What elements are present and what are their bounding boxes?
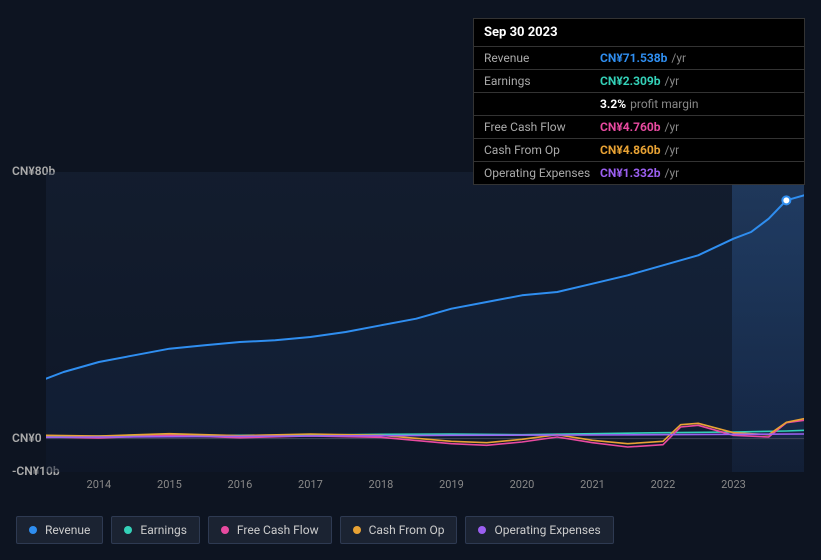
tooltip-row-label: Revenue xyxy=(484,51,600,65)
legend-label: Earnings xyxy=(140,523,187,537)
legend-dot-icon xyxy=(124,526,132,534)
plot-region[interactable] xyxy=(46,172,804,472)
legend-item[interactable]: Revenue xyxy=(16,516,103,544)
x-axis-tick: 2014 xyxy=(87,478,112,491)
tooltip-row-value: CN¥1.332b xyxy=(600,166,661,180)
tooltip-row-value: CN¥4.860b xyxy=(600,143,661,157)
x-axis-tick: 2016 xyxy=(228,478,253,491)
x-axis-tick: 2021 xyxy=(580,478,605,491)
tooltip-row: EarningsCN¥2.309b/yr xyxy=(474,70,804,93)
x-axis-tick: 2019 xyxy=(439,478,464,491)
legend: Revenue Earnings Free Cash Flow Cash From O… xyxy=(16,516,614,544)
tooltip-row-unit: /yr xyxy=(671,51,686,65)
tooltip-subrow-text: profit margin xyxy=(630,97,698,111)
x-axis-tick: 2022 xyxy=(651,478,676,491)
tooltip-row-unit: /yr xyxy=(665,74,680,88)
legend-item[interactable]: Free Cash Flow xyxy=(208,516,332,544)
legend-label: Operating Expenses xyxy=(494,523,600,537)
chart-svg xyxy=(46,172,804,472)
chart-area: CN¥80bCN¥0-CN¥10b 2014201520162017201820… xyxy=(16,160,804,480)
tooltip-rows: RevenueCN¥71.538b/yrEarningsCN¥2.309b/yr… xyxy=(474,47,804,184)
tooltip-row-label: Cash From Op xyxy=(484,143,600,157)
legend-item[interactable]: Operating Expenses xyxy=(465,516,613,544)
tooltip-row: Cash From OpCN¥4.860b/yr xyxy=(474,139,804,162)
x-axis-tick: 2020 xyxy=(510,478,535,491)
tooltip-row-label: Earnings xyxy=(484,74,600,88)
x-axis-tick: 2018 xyxy=(369,478,394,491)
tooltip-row-unit: /yr xyxy=(665,120,680,134)
legend-item[interactable]: Earnings xyxy=(111,516,200,544)
tooltip-row-label: Free Cash Flow xyxy=(484,120,600,134)
data-tooltip: Sep 30 2023 RevenueCN¥71.538b/yrEarnings… xyxy=(473,18,805,185)
legend-label: Revenue xyxy=(45,523,90,537)
legend-dot-icon xyxy=(353,526,361,534)
tooltip-row: Free Cash FlowCN¥4.760b/yr xyxy=(474,116,804,139)
legend-item[interactable]: Cash From Op xyxy=(340,516,458,544)
tooltip-row: Operating ExpensesCN¥1.332b/yr xyxy=(474,162,804,184)
tooltip-row-unit: /yr xyxy=(665,166,680,180)
x-axis-tick: 2023 xyxy=(721,478,746,491)
legend-dot-icon xyxy=(29,526,37,534)
legend-label: Cash From Op xyxy=(369,523,445,537)
x-axis-tick: 2015 xyxy=(157,478,182,491)
legend-dot-icon xyxy=(478,526,486,534)
tooltip-subrow-value: 3.2% xyxy=(600,97,626,111)
legend-label: Free Cash Flow xyxy=(237,523,319,537)
tooltip-row: RevenueCN¥71.538b/yr xyxy=(474,47,804,70)
tooltip-date: Sep 30 2023 xyxy=(474,19,804,47)
legend-dot-icon xyxy=(221,526,229,534)
tooltip-row-value: CN¥2.309b xyxy=(600,74,661,88)
tooltip-row-label: Operating Expenses xyxy=(484,166,600,180)
tooltip-subrow: 3.2% profit margin xyxy=(474,93,804,116)
tooltip-row-value: CN¥71.538b xyxy=(600,51,667,65)
tooltip-row-unit: /yr xyxy=(665,143,680,157)
tooltip-row-value: CN¥4.760b xyxy=(600,120,661,134)
x-axis-tick: 2017 xyxy=(298,478,323,491)
